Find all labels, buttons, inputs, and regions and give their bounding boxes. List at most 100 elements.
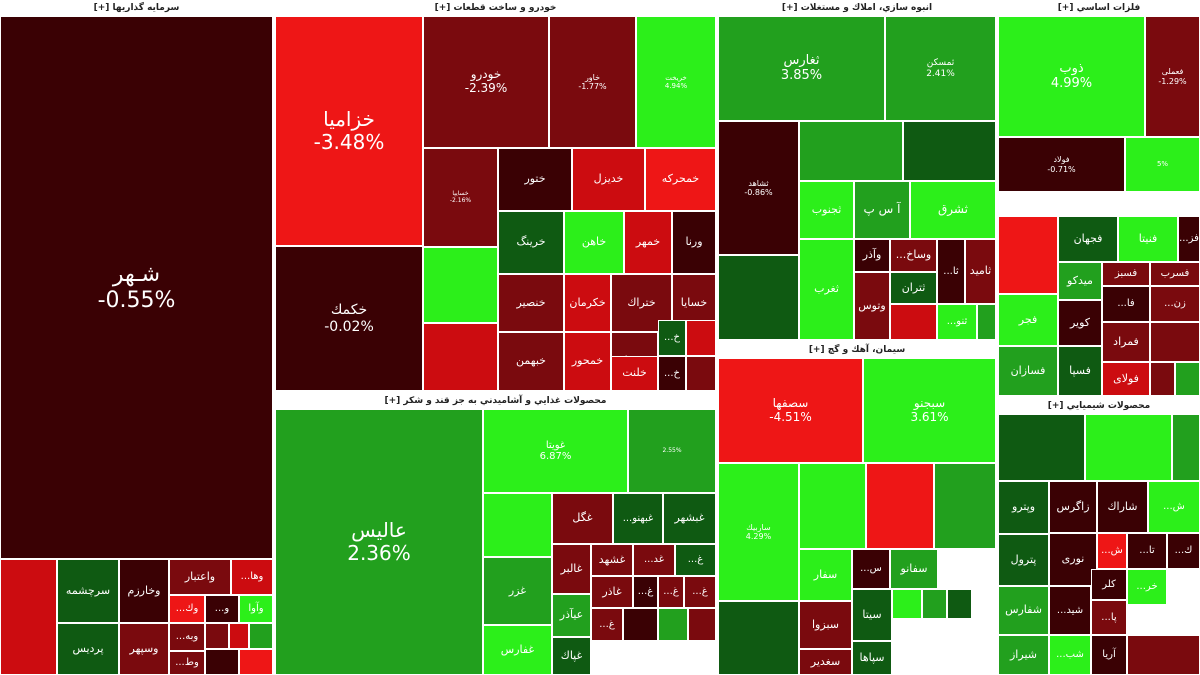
stock-tile[interactable]: غزر [483,557,552,625]
stock-tile[interactable]: خنصیر [498,274,564,332]
stock-tile[interactable]: ثجنوب [799,181,854,239]
stock-tile[interactable]: خاهن [564,211,624,274]
stock-tile[interactable]: ...غبهنو [613,493,663,544]
stock-tile[interactable]: ...ش [1148,481,1200,533]
stock-tile[interactable]: غویتا 6.87% [483,409,628,493]
stock-tile[interactable]: ...ك [1167,533,1200,569]
stock-tile[interactable]: ...وط [169,651,205,675]
stock-tile[interactable]: فنیتا [1118,216,1178,262]
stock-tile[interactable]: ...خ [658,356,686,391]
stock-tile[interactable]: ...و [205,595,239,623]
stock-tile[interactable]: سیتا [852,589,892,641]
stock-tile[interactable]: خمحركه [645,148,716,211]
stock-tile[interactable] [1085,414,1172,481]
stock-tile[interactable] [903,121,996,181]
stock-tile[interactable] [947,589,972,619]
stock-tile[interactable]: آ س پ [854,181,910,239]
stock-tile[interactable]: شیراز [998,635,1049,675]
stock-tile[interactable] [892,589,922,619]
stock-tile[interactable]: ...خر [1127,569,1167,605]
stock-tile[interactable]: ...زن [1150,286,1200,322]
stock-tile[interactable]: وآوا [239,595,273,623]
stock-tile[interactable]: فجهان [1058,216,1118,262]
stock-tile[interactable]: وپترو [998,481,1049,534]
stock-tile[interactable]: ختور [498,148,572,211]
stock-tile[interactable]: پترول [998,534,1049,586]
stock-tile[interactable]: سبجنو 3.61% [863,358,996,463]
stock-tile[interactable]: ...غ [591,608,623,641]
stock-tile[interactable]: خریخت 4.94% [636,16,716,148]
stock-tile[interactable]: فسرب [1150,262,1200,286]
stock-tile[interactable]: ...غ [633,576,658,608]
stock-tile[interactable]: خلنت [611,356,658,391]
stock-tile[interactable]: كویر [1058,300,1102,346]
section-header-construction[interactable]: انبوه سازي، املاك و مستغلات [+] [718,0,996,16]
stock-tile[interactable]: 2.55% [628,409,716,493]
stock-tile[interactable] [423,323,498,391]
stock-tile[interactable]: ...فز [1178,216,1200,262]
stock-tile[interactable]: خكمك -0.02% [275,246,423,391]
stock-tile[interactable]: غبشهر [663,493,716,544]
stock-tile[interactable]: خرینگ [498,211,564,274]
stock-tile[interactable] [1175,362,1200,396]
stock-tile[interactable] [998,414,1085,481]
stock-tile[interactable]: ...شب [1049,635,1091,675]
stock-tile[interactable]: فسبز [1102,262,1150,286]
stock-tile[interactable]: ثامید [965,239,996,304]
stock-tile[interactable]: خدیزل [572,148,645,211]
stock-tile[interactable]: غاذر [591,576,633,608]
stock-tile[interactable]: خبهمن [498,332,564,391]
stock-tile[interactable]: كلر [1091,569,1127,600]
stock-tile[interactable] [799,463,866,549]
stock-tile[interactable]: خودرو -2.39% [423,16,549,148]
stock-tile[interactable]: ...س [852,549,890,589]
stock-tile[interactable]: غشهد [591,544,633,576]
stock-tile[interactable] [239,649,273,675]
stock-tile[interactable]: 5% [1125,137,1200,192]
stock-tile[interactable]: سبزوا [799,601,852,649]
stock-tile[interactable]: ...ثا [937,239,965,304]
stock-tile[interactable]: خكرمان [564,274,611,332]
stock-tile[interactable]: ثشاهد -0.86% [718,121,799,255]
stock-tile[interactable]: خزامیا -3.48% [275,16,423,246]
stock-tile[interactable] [1150,362,1175,396]
stock-tile[interactable] [890,304,937,340]
stock-tile[interactable]: وخارزم [119,559,169,623]
stock-tile[interactable]: ...ثنو [937,304,977,340]
stock-tile[interactable]: ...شید [1049,586,1091,635]
stock-tile[interactable]: شفارس [998,586,1049,635]
stock-tile[interactable]: سرچشمه [57,559,119,623]
stock-tile[interactable] [205,623,229,649]
section-header-metals[interactable]: فلزات اساسي [+] [998,0,1200,16]
stock-tile[interactable]: ...غ [675,544,716,576]
stock-tile[interactable]: فسازان [998,346,1058,396]
stock-tile[interactable] [934,463,996,549]
stock-tile[interactable] [718,255,799,340]
stock-tile[interactable]: ذوب 4.99% [998,16,1145,137]
stock-tile[interactable]: ساربیك 4.29% [718,463,799,601]
stock-tile[interactable] [718,601,799,675]
stock-tile[interactable] [922,589,947,619]
stock-tile[interactable]: خمحور [564,332,611,391]
stock-tile[interactable]: ...وك [169,595,205,623]
stock-tile[interactable]: وتوس [854,272,890,340]
stock-tile[interactable]: سصفها -4.51% [718,358,863,463]
stock-tile[interactable]: وسپهر [119,623,169,675]
stock-tile[interactable] [686,356,716,391]
stock-tile[interactable] [1150,322,1200,362]
stock-tile[interactable]: ...وساخ [890,239,937,272]
stock-tile[interactable]: سغدير [799,649,852,675]
stock-tile[interactable]: ثمسكن 2.41% [885,16,996,121]
stock-tile[interactable]: فعملی -1.29% [1145,16,1200,137]
stock-tile[interactable]: ...وبه [169,623,205,651]
stock-tile[interactable]: غالبر [552,544,591,594]
stock-tile[interactable]: شـهر -0.55% [0,16,273,559]
stock-tile[interactable]: واعتبار [169,559,231,595]
stock-tile[interactable]: ثغرب [799,239,854,340]
stock-tile[interactable] [799,121,903,181]
stock-tile[interactable] [866,463,934,549]
stock-tile[interactable]: غگل [552,493,613,544]
stock-tile[interactable]: ...غد [633,544,675,576]
stock-tile[interactable]: ثشرق [910,181,996,239]
stock-tile[interactable]: عیآذر [552,594,591,637]
